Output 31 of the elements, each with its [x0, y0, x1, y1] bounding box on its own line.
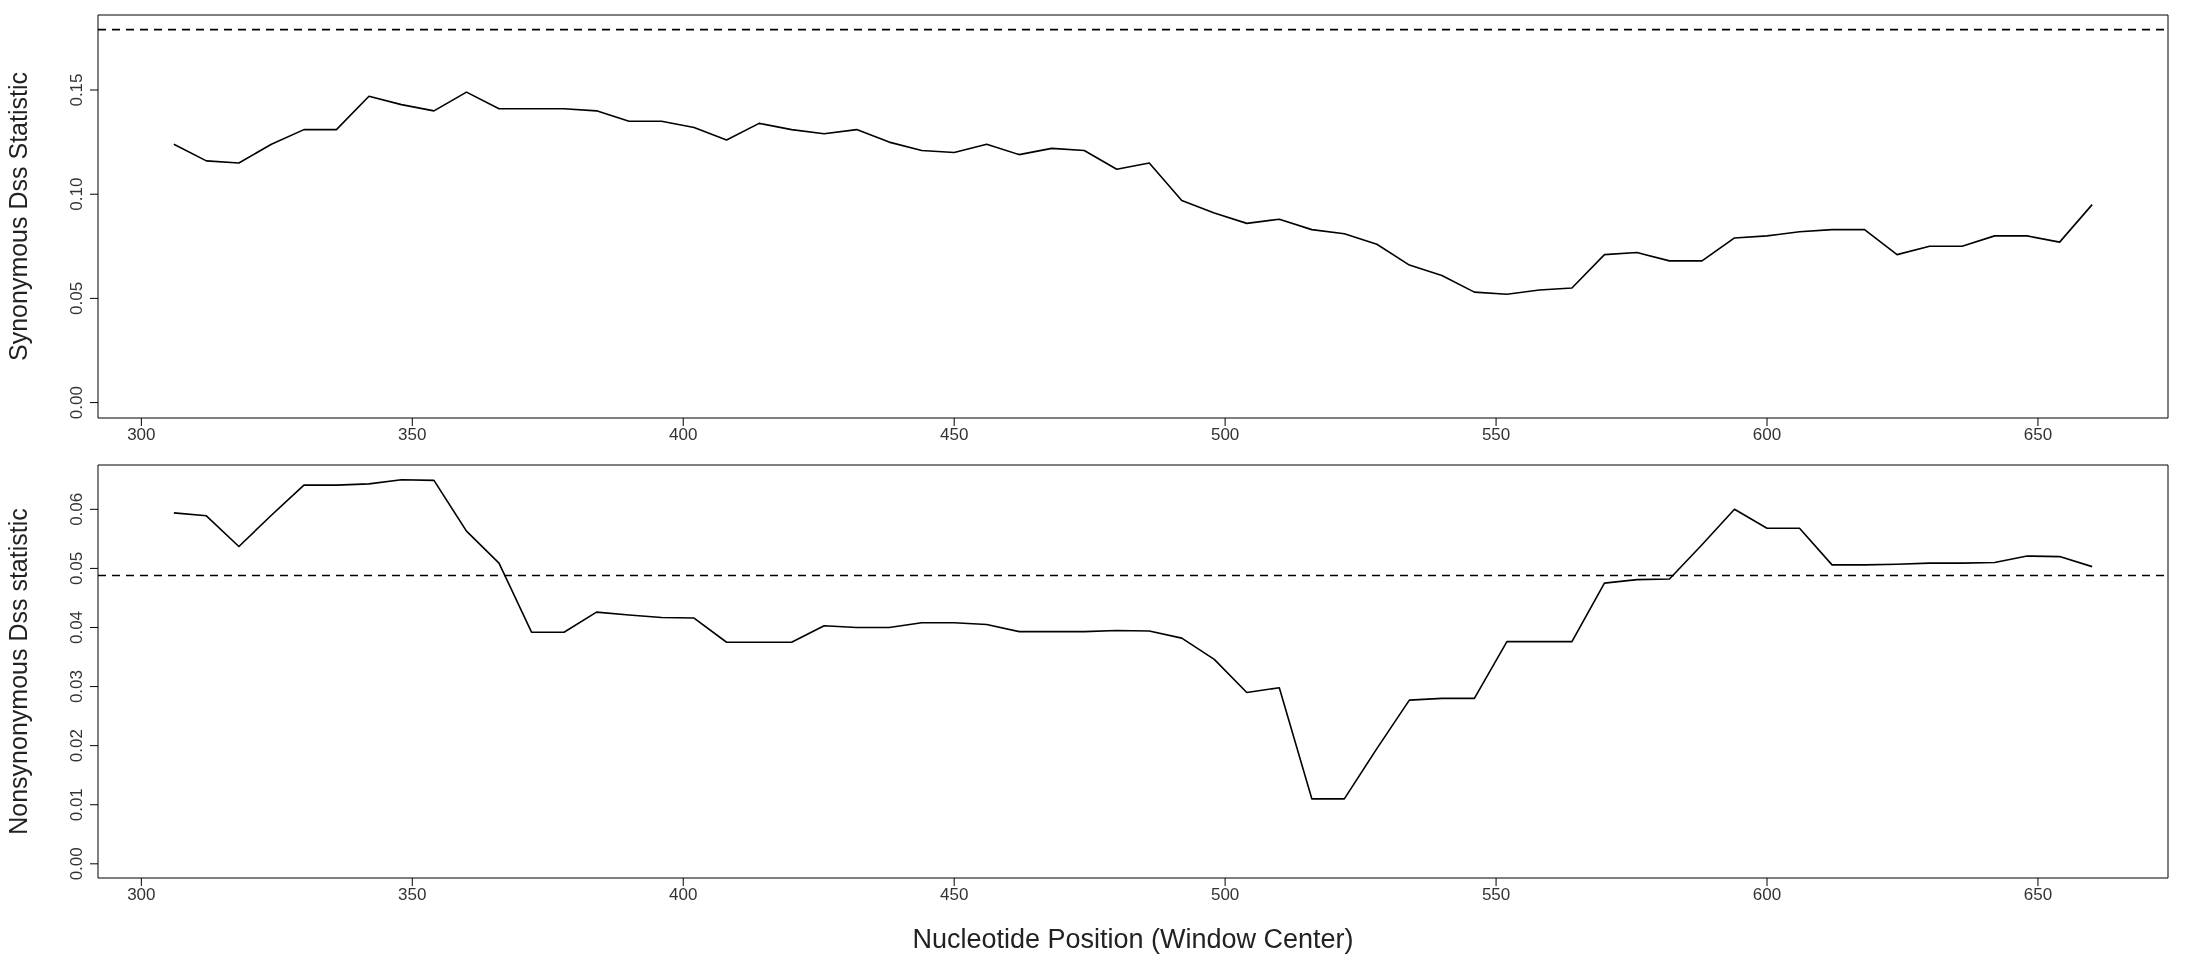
x-tick-label: 450 [939, 885, 969, 905]
y-tick-label: 0.06 [67, 492, 86, 526]
x-tick-label: 500 [1210, 885, 1240, 905]
x-tick-label: 350 [398, 885, 427, 905]
x-tick-label: 400 [669, 885, 698, 905]
x-tick-label: 600 [1752, 425, 1782, 445]
y-tick-label: 0.05 [67, 551, 86, 585]
x-tick-label: 550 [1481, 885, 1511, 905]
x-tick-label: 500 [1210, 425, 1240, 445]
x-tick-label: 650 [2023, 885, 2053, 905]
x-tick-label: 300 [127, 885, 156, 905]
x-tick-label: 400 [669, 425, 698, 445]
y-tick-label: 0.00 [67, 386, 86, 420]
y-tick-label: 0.15 [67, 73, 86, 107]
x-axis-title: Nucleotide Position (Window Center) [912, 924, 1354, 954]
line-series [173, 91, 2093, 296]
x-tick-label: 650 [2023, 425, 2053, 445]
x-tick-label: 550 [1481, 425, 1511, 445]
y-tick-label: 0.05 [67, 281, 86, 315]
y-tick-label: 0.01 [67, 788, 86, 822]
x-tick-label: 300 [127, 425, 156, 445]
x-tick-label: 350 [398, 425, 427, 445]
x-tick-label: 600 [1752, 885, 1782, 905]
y-tick-label: 0.00 [67, 847, 86, 881]
y-tick-label: 0.03 [67, 670, 86, 704]
y-tick-label: 0.02 [67, 729, 86, 763]
y-tick-label: 0.10 [67, 177, 86, 211]
x-tick-label: 450 [939, 425, 969, 445]
y-axis-title: Nonsynonymous Dss statistic [3, 508, 32, 835]
y-axis-title: Synonymous Dss Statistic [3, 72, 32, 361]
y-tick-label: 0.04 [67, 610, 86, 645]
